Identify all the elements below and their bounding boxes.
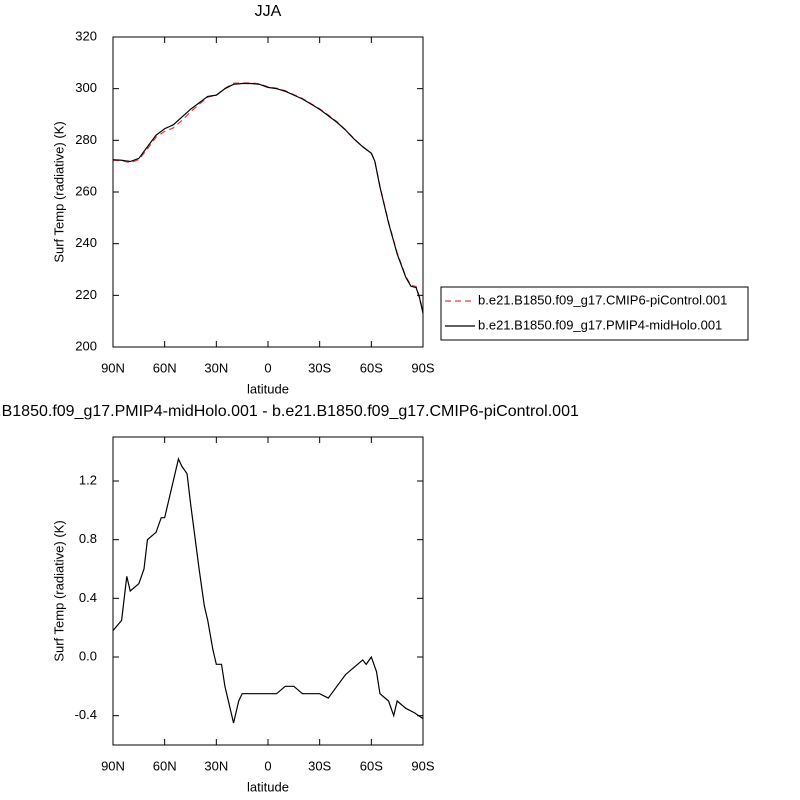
x-tick-label: 90N — [101, 360, 125, 375]
y-tick-label: 0.4 — [79, 590, 97, 605]
legend-label: b.e21.B1850.f09_g17.PMIP4-midHolo.001 — [478, 317, 722, 332]
y-tick-label: 260 — [75, 183, 97, 198]
plot-frame — [112, 436, 424, 746]
x-axis-label: latitude — [247, 779, 289, 794]
x-tick-label: 60S — [360, 758, 383, 773]
chart-title: b.e21.B1850.f09_g17.PMIP4-midHolo.001 - … — [0, 403, 579, 420]
plot-frame — [112, 36, 424, 348]
y-tick-label: 280 — [75, 132, 97, 147]
y-tick-label: 240 — [75, 235, 97, 250]
y-tick-label: 0.8 — [79, 531, 97, 546]
legend-label: b.e21.B1850.f09_g17.CMIP6-piControl.001 — [478, 292, 727, 307]
y-tick-label: 320 — [75, 28, 97, 43]
x-tick-label: 90S — [411, 758, 434, 773]
y-tick-label: 200 — [75, 338, 97, 353]
x-tick-label: 30N — [204, 360, 228, 375]
x-tick-label: 60N — [153, 758, 177, 773]
x-tick-label: 30S — [308, 360, 331, 375]
y-tick-label: 300 — [75, 80, 97, 95]
y-axis-label: Surf Temp (radiative) (K) — [51, 520, 66, 661]
x-tick-label: 30S — [308, 758, 331, 773]
y-axis-label: Surf Temp (radiative) (K) — [51, 121, 66, 262]
legend-box — [440, 286, 749, 341]
x-axis-label: latitude — [247, 381, 289, 396]
data-line — [112, 457, 424, 724]
x-tick-label: 0 — [264, 758, 271, 773]
y-tick-label: 0.0 — [79, 648, 97, 663]
x-tick-label: 60S — [360, 360, 383, 375]
x-tick-label: 90N — [101, 758, 125, 773]
y-tick-label: 220 — [75, 287, 97, 302]
y-tick-label: -0.4 — [75, 707, 97, 722]
x-tick-label: 0 — [264, 360, 271, 375]
legend: b.e21.B1850.f09_g17.CMIP6-piControl.001b… — [440, 286, 749, 341]
x-tick-label: 90S — [411, 360, 434, 375]
data-line — [112, 82, 424, 314]
y-tick-label: 1.2 — [79, 472, 97, 487]
x-tick-label: 30N — [204, 758, 228, 773]
chart-title: JJA — [255, 3, 282, 20]
x-tick-label: 60N — [153, 360, 177, 375]
data-line — [112, 82, 424, 313]
